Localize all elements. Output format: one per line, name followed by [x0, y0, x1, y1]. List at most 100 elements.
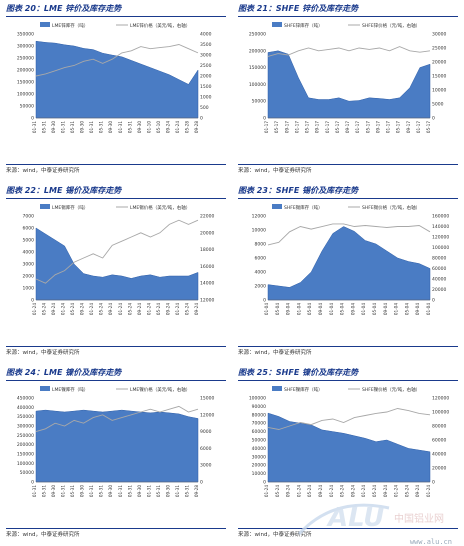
x-tick-label: 01-24	[296, 485, 301, 498]
y-tick-label: 150000	[17, 452, 34, 458]
y2-tick-label: 6000	[200, 446, 212, 452]
y-tick-label: 4000	[255, 270, 267, 276]
x-tick-label: 05-28	[184, 121, 189, 134]
y2-tick-label: 10000	[432, 88, 446, 94]
source-divider	[6, 164, 226, 165]
legend-label-price: LME锌价格（美元/吨，右轴）	[130, 22, 190, 29]
y-tick-label: 10000	[252, 228, 266, 234]
legend-label-price: SHFE锌价格（元/吨，右轴）	[362, 22, 420, 29]
legend-label-inventory: SHFE锌库存（吨）	[284, 22, 323, 29]
y2-tick-label: 3000	[200, 463, 212, 469]
series-area-inventory	[35, 40, 199, 119]
y-tick-label: 0	[263, 480, 266, 486]
chart-svg: SHFE锌库存（吨） SHFE锌价格（元/吨，右轴）050000100000150…	[249, 22, 446, 134]
x-tick-label: 01-04	[361, 303, 366, 316]
y2-tick-label: 60000	[432, 438, 446, 444]
x-tick-label: 09-04	[286, 303, 291, 316]
y-tick-label: 30000	[252, 454, 266, 460]
y-tick-label: 250000	[249, 32, 266, 38]
x-tick-label: 05-31	[127, 121, 132, 134]
x-tick-label: 09-04	[415, 303, 420, 316]
x-tick-label: 09-24	[350, 485, 355, 498]
x-tick-label: 01-17	[355, 121, 360, 134]
source-divider	[238, 164, 458, 165]
x-tick-label: 01-31	[89, 485, 94, 498]
source-divider	[6, 528, 226, 529]
chart-legend: SHFE镍库存（吨） SHFE镍价格（元/吨，右轴）	[272, 386, 420, 393]
x-tick-label: 09-24	[194, 303, 199, 316]
x-tick-label: 09-30	[137, 485, 142, 498]
x-tick-label: 05-24	[404, 485, 409, 498]
y2-tick-label: 0	[200, 116, 203, 122]
x-tick-label: 09-30	[51, 485, 56, 498]
y-tick-label: 150000	[17, 80, 34, 86]
x-tick-label: 09-30	[51, 121, 56, 134]
x-tick-label: 09-04	[350, 303, 355, 316]
x-tick-label: 01-04	[329, 303, 334, 316]
y-tick-label: 0	[263, 116, 266, 122]
y2-tick-label: 4000	[200, 32, 212, 38]
x-tick-label: 05-04	[372, 303, 377, 316]
source-note: 来源：wind，中泰证券研究所	[6, 168, 80, 174]
y-tick-label: 1000	[23, 286, 35, 292]
x-tick-label: 09-24	[415, 485, 420, 498]
x-tick-label: 05-04	[307, 303, 312, 316]
legend-label-inventory: LME镍库存（吨）	[52, 386, 88, 393]
x-tick-label: 09-24	[165, 303, 170, 316]
series-line-price	[267, 408, 431, 430]
y-tick-label: 50000	[252, 99, 266, 105]
legend-swatch-inventory	[40, 386, 50, 391]
y-tick-label: 80000	[252, 412, 266, 418]
x-tick-label: 05-17	[396, 121, 401, 134]
source-note: 来源：wind，中泰证券研究所	[238, 532, 312, 538]
legend-swatch-inventory	[272, 22, 282, 27]
watermark-logo: ALU 中国铝业网	[297, 503, 444, 536]
x-tick-label: 05-04	[340, 303, 345, 316]
x-tick-label: 05-24	[42, 303, 47, 316]
y2-tick-label: 2500	[200, 63, 212, 69]
x-tick-label: 09-30	[80, 121, 85, 134]
y-tick-label: 2000	[255, 284, 267, 290]
chart-legend: LME锡库存（吨） LME锡价格（美元/吨，右轴）	[40, 204, 190, 211]
y-tick-label: 50000	[252, 438, 266, 444]
y2-tick-label: 0	[432, 480, 435, 486]
y-tick-label: 50000	[20, 104, 34, 110]
x-tick-label: 09-17	[284, 121, 289, 134]
y2-tick-label: 500	[200, 105, 209, 111]
y2-tick-label: 12000	[200, 298, 214, 304]
x-tick-label: 01-31	[61, 121, 66, 134]
title-divider	[238, 198, 458, 199]
y-tick-label: 6000	[255, 256, 267, 262]
y-tick-label: 100000	[17, 92, 34, 98]
legend-swatch-inventory	[40, 22, 50, 27]
y2-tick-label: 40000	[432, 277, 446, 283]
y2-tick-label: 120000	[432, 235, 449, 241]
y-tick-label: 0	[31, 116, 34, 122]
x-tick-label: 05-17	[335, 121, 340, 134]
x-tick-label: 05-31	[99, 121, 104, 134]
y-tick-label: 350000	[17, 414, 34, 420]
y2-tick-label: 5000	[432, 102, 444, 108]
x-tick-label: 01-04	[426, 303, 431, 316]
x-tick-label: 09-30	[165, 485, 170, 498]
x-tick-label: 05-17	[365, 121, 370, 134]
x-tick-label: 09-30	[108, 121, 113, 134]
y-tick-label: 70000	[252, 421, 266, 427]
y2-tick-label: 15000	[432, 74, 446, 80]
x-tick-label: 01-31	[32, 121, 37, 134]
x-tick-label: 05-31	[184, 485, 189, 498]
y2-tick-label: 15000	[200, 396, 214, 402]
x-tick-label: 05-31	[42, 485, 47, 498]
series-line-price	[267, 223, 431, 246]
chart-title: 图表 20：LME 锌价及库存走势	[6, 4, 122, 13]
x-tick-label: 09-17	[315, 121, 320, 134]
x-tick-label: 09-24	[165, 121, 170, 134]
source-divider	[238, 528, 458, 529]
legend-label-inventory: LME锌库存（吨）	[52, 22, 88, 29]
chart-title: 图表 24：LME 镍价及库存走势	[6, 368, 122, 377]
chart-legend: SHFE锡库存（吨） SHFE锡价格（元/吨，右轴）	[272, 204, 420, 211]
y2-tick-label: 3500	[200, 42, 212, 48]
x-tick-label: 01-31	[118, 485, 123, 498]
x-tick-label: 09-24	[137, 303, 142, 316]
x-tick-label: 09-30	[137, 121, 142, 134]
